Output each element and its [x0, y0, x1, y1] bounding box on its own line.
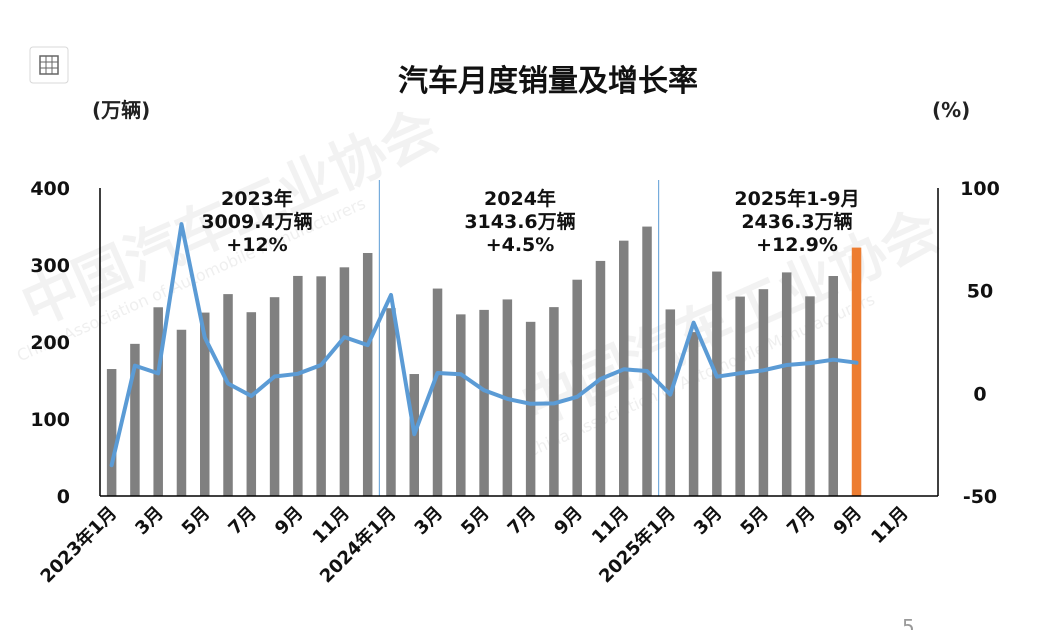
- x-tick-label: 5月: [737, 503, 773, 539]
- y-left-tick-label: 300: [30, 255, 70, 277]
- sales-bar: [851, 247, 862, 496]
- sales-bar: [316, 276, 326, 496]
- year-annotation-line: 2436.3万辆: [741, 210, 852, 233]
- y-left-tick-label: 200: [30, 332, 70, 354]
- sales-bar: [735, 296, 745, 496]
- y-left-tick-label: 400: [30, 178, 70, 200]
- sales-bar: [432, 288, 443, 496]
- y-left-tick-label: 0: [57, 486, 70, 508]
- page-number: 5: [902, 615, 915, 630]
- year-annotation-line: 2024年: [484, 187, 556, 210]
- sales-bar: [223, 294, 233, 496]
- sales-bar: [572, 279, 582, 496]
- x-tick-label: 3月: [690, 503, 726, 539]
- y-right-unit: (%): [932, 98, 970, 122]
- table-icon[interactable]: [29, 46, 69, 84]
- sales-bar: [293, 275, 303, 496]
- y-right-tick-label: -50: [963, 486, 997, 508]
- x-tick-label: 11月: [867, 503, 912, 548]
- axes: [99, 188, 939, 497]
- sales-bar: [176, 329, 187, 496]
- sales-bar: [200, 312, 210, 496]
- year-separators: [378, 180, 660, 496]
- y-right-tick-label: 100: [960, 178, 1000, 200]
- x-tick-label: 9月: [271, 503, 307, 539]
- sales-bar: [153, 307, 163, 496]
- x-tick-label: 9月: [830, 503, 866, 539]
- year-annotation-line: 2023年: [221, 187, 293, 210]
- x-tick-label: 5月: [457, 503, 493, 539]
- x-tick-label: 7月: [783, 503, 819, 539]
- x-tick-label: 7月: [504, 503, 540, 539]
- x-tick-label: 9月: [550, 503, 586, 539]
- sales-bar: [456, 314, 466, 496]
- growth-line-series: [109, 222, 859, 468]
- year-annotation-line: +12%: [226, 234, 287, 256]
- sales-bar: [828, 276, 838, 496]
- sales-bar: [712, 271, 722, 496]
- x-tick-label: 2023年1月: [36, 502, 121, 587]
- sales-bar: [665, 309, 676, 496]
- year-annotation-line: 3143.6万辆: [464, 210, 575, 233]
- y-left-tick-label: 100: [30, 409, 70, 431]
- growth-line: [109, 222, 859, 468]
- sales-bar: [339, 267, 350, 496]
- year-annotation-line: 2025年1-9月: [734, 187, 859, 210]
- sales-bar: [758, 289, 769, 496]
- sales-bar: [130, 343, 140, 496]
- x-tick-label: 3月: [411, 503, 447, 539]
- chart-title: 汽车月度销量及增长率: [398, 64, 698, 99]
- sales-bar: [805, 296, 815, 496]
- year-annotation-line: +12.9%: [756, 234, 838, 256]
- sales-bar: [642, 226, 652, 496]
- y-right-tick-label: 0: [973, 383, 986, 405]
- sales-bar: [479, 309, 489, 496]
- year-annotation-line: +4.5%: [486, 234, 555, 256]
- year-annotation-line: 3009.4万辆: [201, 210, 312, 233]
- sales-bar: [362, 252, 373, 496]
- x-tick-label: 3月: [131, 503, 167, 539]
- sales-bar: [269, 297, 280, 496]
- sales-bar: [386, 308, 396, 496]
- y-right-tick-label: 50: [967, 281, 993, 303]
- y-tick-labels: 0 100 200 300 400 -50 0 50 100: [30, 178, 1000, 508]
- sales-bar: [781, 272, 792, 496]
- y-left-unit: (万辆): [92, 98, 150, 122]
- sales-bar: [688, 332, 699, 496]
- sales-bar: [246, 312, 257, 496]
- sales-bar: [106, 369, 117, 496]
- x-tick-label: 7月: [224, 503, 260, 539]
- x-tick-label: 5月: [178, 503, 214, 539]
- sales-bar: [525, 321, 536, 496]
